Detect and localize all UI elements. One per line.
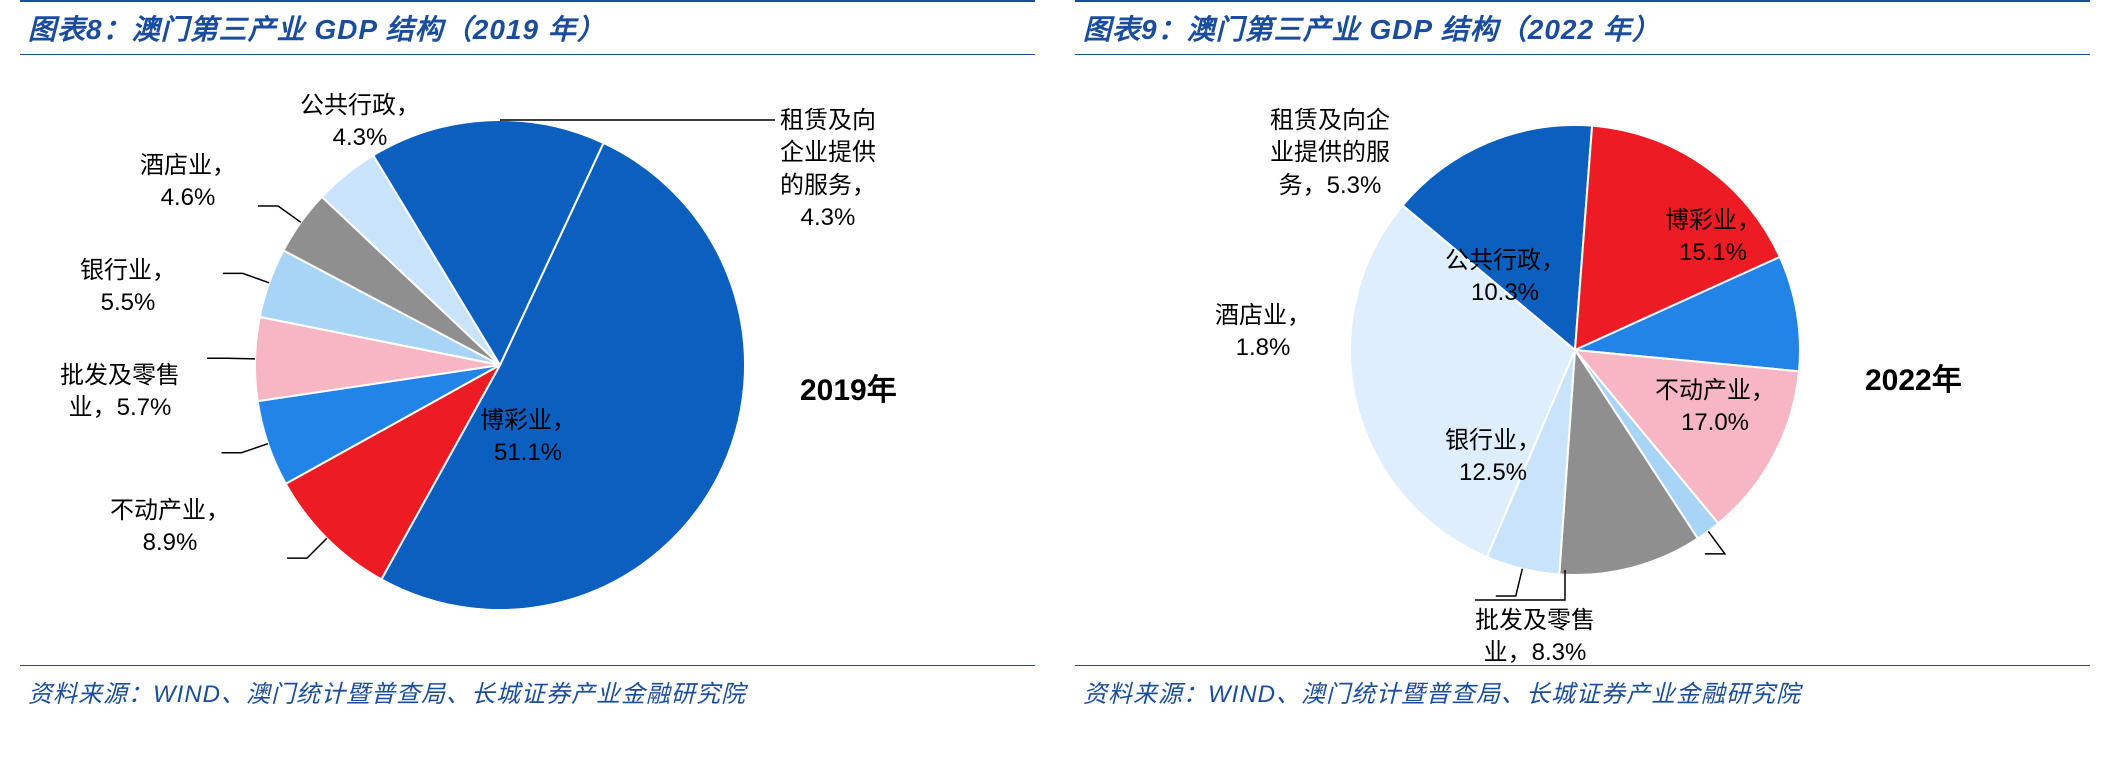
slice-label: 公共行政，10.3% bbox=[1445, 245, 1565, 310]
pie-chart-2022: 博彩业，15.1%不动产业，17.0%批发及零售业，8.3%银行业，12.5%酒… bbox=[1075, 65, 2090, 665]
left-panel: 图表8：澳门第三产业 GDP 结构（2019 年） 博彩业，51.1% 不动产业，… bbox=[0, 0, 1055, 770]
leader-line bbox=[223, 273, 269, 282]
right-source: 资料来源：WIND、澳门统计暨普查局、长城证券产业金融研究院 bbox=[1083, 681, 1801, 708]
right-panel: 图表9：澳门第三产业 GDP 结构（2022 年） 博彩业，15.1% 不动产业，… bbox=[1055, 0, 2110, 770]
slice-label: 酒店业，4.6% bbox=[140, 150, 236, 215]
slice-label: 租赁及向企业提供的服务，5.3% bbox=[1270, 105, 1390, 202]
leader-line bbox=[207, 358, 255, 359]
leader-line bbox=[287, 538, 327, 558]
left-source-bar: 资料来源：WIND、澳门统计暨普查局、长城证券产业金融研究院 bbox=[20, 665, 1035, 709]
year-label: 2019年 bbox=[800, 365, 897, 409]
slice-label: 不动产业，8.9% bbox=[110, 495, 230, 560]
slice-label: 公共行政，4.3% bbox=[300, 90, 420, 155]
right-title-bar: 图表9：澳门第三产业 GDP 结构（2022 年） bbox=[1075, 0, 2090, 55]
slice-label: 批发及零售业，8.3% bbox=[1475, 605, 1595, 670]
leader-line bbox=[1705, 531, 1725, 554]
slice-label: 银行业，12.5% bbox=[1445, 425, 1541, 490]
slice-label: 批发及零售业，5.7% bbox=[60, 360, 180, 425]
left-title-bar: 图表8：澳门第三产业 GDP 结构（2019 年） bbox=[20, 0, 1035, 55]
leader-line bbox=[258, 206, 301, 222]
leader-line bbox=[1496, 569, 1523, 596]
pie-chart-2019: 博彩业，51.1% 不动产业，8.9% 批发及零售业，5.7% 银行业，5.5% 酒店业… bbox=[20, 65, 1035, 665]
left-title: 图表8：澳门第三产业 GDP 结构（2019 年） bbox=[28, 14, 606, 45]
slice-label: 租赁及向企业提供的服务，4.3% bbox=[780, 105, 876, 235]
left-source: 资料来源：WIND、澳门统计暨普查局、长城证券产业金融研究院 bbox=[28, 681, 746, 708]
slice-label: 不动产业，17.0% bbox=[1655, 375, 1775, 440]
year-label: 2022年 bbox=[1865, 355, 1962, 399]
slice-label: 酒店业，1.8% bbox=[1215, 300, 1311, 365]
right-title: 图表9：澳门第三产业 GDP 结构（2022 年） bbox=[1083, 14, 1661, 45]
leader-line bbox=[221, 444, 268, 453]
right-source-bar: 资料来源：WIND、澳门统计暨普查局、长城证券产业金融研究院 bbox=[1075, 665, 2090, 709]
slice-label: 博彩业，51.1% bbox=[480, 405, 576, 470]
slice-label: 博彩业，15.1% bbox=[1665, 205, 1761, 270]
slice-label: 银行业，5.5% bbox=[80, 255, 176, 320]
figure-pair: 图表8：澳门第三产业 GDP 结构（2019 年） 博彩业，51.1% 不动产业，… bbox=[0, 0, 2110, 770]
